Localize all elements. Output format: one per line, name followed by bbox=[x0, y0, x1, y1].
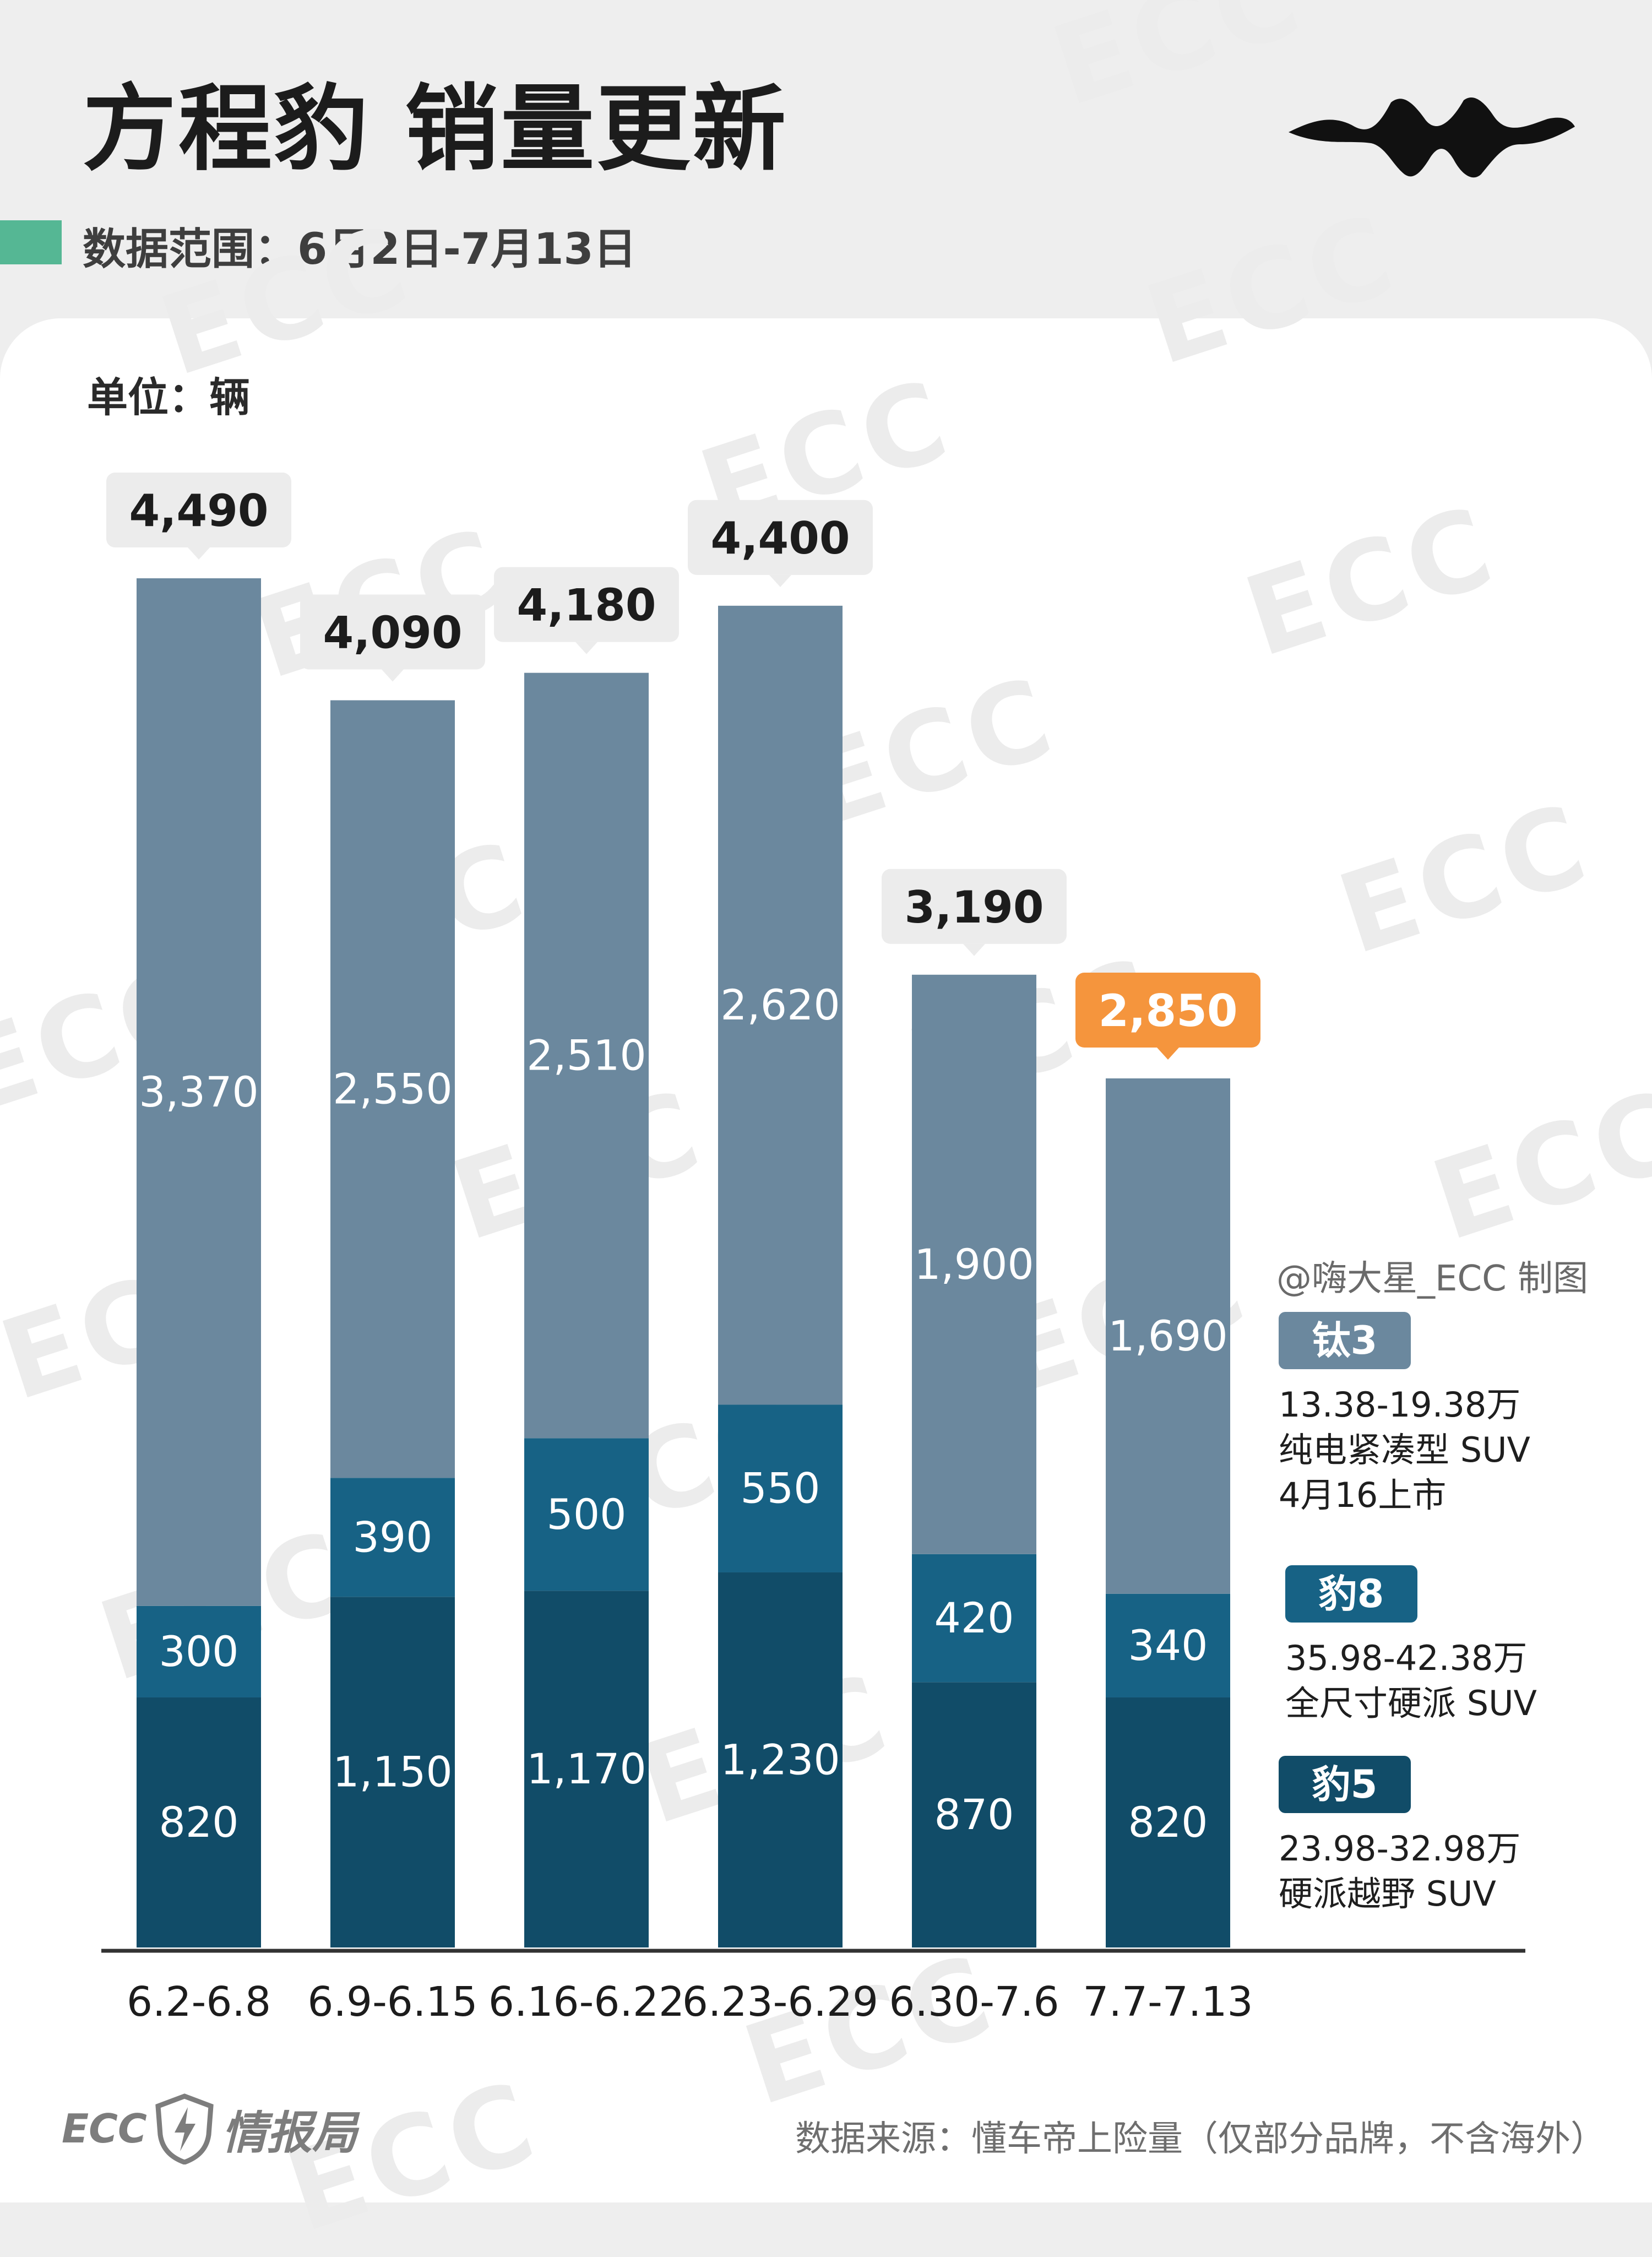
total-value-label: 3,190 bbox=[904, 882, 1044, 933]
legend-type-ti3: 纯电紧凑型 SUV bbox=[1279, 1430, 1530, 1470]
segment-value-label: 420 bbox=[934, 1593, 1014, 1642]
footer-logo-ecc: ECC bbox=[62, 2106, 147, 2152]
x-axis-tick-label: 6.9-6.15 bbox=[307, 1978, 477, 2026]
wave-logo-icon bbox=[1289, 97, 1575, 178]
bar-segment bbox=[1106, 1697, 1230, 1947]
bar-segment bbox=[912, 1682, 1036, 1947]
total-label-pointer bbox=[382, 669, 404, 682]
total-label-box bbox=[688, 500, 873, 575]
legend-swatch-ti3: 钛3 bbox=[1279, 1312, 1411, 1369]
bar-segment bbox=[1106, 1078, 1230, 1594]
legend-type-bao8: 全尺寸硬派 SUV bbox=[1285, 1683, 1537, 1723]
total-value-label: 4,180 bbox=[517, 580, 656, 631]
legend-price-bao5: 23.98-32.98万 bbox=[1279, 1829, 1521, 1869]
total-label-box bbox=[106, 473, 291, 547]
total-label-box bbox=[300, 594, 485, 670]
segment-value-label: 300 bbox=[159, 1627, 238, 1676]
page-subtitle: 数据范围：6月2日-7月13日 bbox=[83, 225, 637, 274]
total-label-pointer bbox=[575, 642, 597, 654]
segment-value-label: 820 bbox=[159, 1798, 238, 1847]
bar-segment bbox=[912, 974, 1036, 1554]
bar-segment bbox=[718, 605, 843, 1405]
x-axis-tick-label: 6.30-7.6 bbox=[889, 1978, 1059, 2026]
page-title: 方程豹 销量更新 bbox=[83, 75, 789, 184]
legend-swatch-bao8: 豹8 bbox=[1285, 1565, 1417, 1623]
total-value-label: 4,490 bbox=[129, 485, 268, 536]
data-source: 数据来源：懂车帝上险量（仅部分品牌，不含海外） bbox=[795, 2119, 1606, 2160]
segment-value-label: 2,510 bbox=[526, 1031, 646, 1080]
chart-credit: @嗨大星_ECC 制图 bbox=[1276, 1258, 1589, 1299]
segment-value-label: 1,900 bbox=[914, 1240, 1034, 1289]
segment-value-label: 340 bbox=[1128, 1621, 1208, 1670]
total-label-box bbox=[882, 869, 1067, 944]
segment-value-label: 1,170 bbox=[526, 1744, 646, 1793]
segment-value-label: 3,370 bbox=[139, 1067, 259, 1116]
total-label-pointer bbox=[963, 943, 985, 956]
x-axis-tick-label: 7.7-7.13 bbox=[1083, 1978, 1253, 2026]
bar-segment bbox=[718, 1572, 843, 1947]
footer-logo-name: 情报局 bbox=[221, 2107, 357, 2160]
bar-segment bbox=[524, 1591, 649, 1947]
bar-segment bbox=[718, 1404, 843, 1572]
legend-price-bao8: 35.98-42.38万 bbox=[1285, 1638, 1528, 1678]
accent-bar bbox=[0, 220, 62, 264]
bar-segment bbox=[912, 1554, 1036, 1683]
bar-segment bbox=[330, 700, 455, 1478]
unit-label: 单位：辆 bbox=[87, 374, 250, 421]
total-label-pointer bbox=[769, 574, 791, 587]
bar-segment bbox=[330, 1597, 455, 1947]
bar-segment bbox=[1106, 1593, 1230, 1697]
total-value-label: 4,400 bbox=[710, 513, 850, 564]
legend-type-bao5: 硬派越野 SUV bbox=[1279, 1874, 1496, 1914]
segment-value-label: 390 bbox=[352, 1512, 432, 1561]
bar-segment bbox=[524, 1438, 649, 1591]
legend-swatch-bao5: 豹5 bbox=[1279, 1756, 1411, 1813]
total-value-label: 2,850 bbox=[1098, 985, 1237, 1037]
segment-value-label: 1,230 bbox=[720, 1735, 840, 1784]
total-label-box bbox=[494, 567, 679, 642]
shield-lightning-icon bbox=[155, 2093, 214, 2164]
stacked-bar-chart: 820 300 3,370 4,490 6.2-6.8 1,150 390 2,550 4,09… bbox=[101, 473, 1525, 2026]
segment-value-label: 870 bbox=[934, 1790, 1014, 1839]
bar-segment bbox=[137, 1605, 261, 1697]
total-value-label: 4,090 bbox=[323, 607, 462, 658]
segment-value-label: 2,550 bbox=[333, 1064, 453, 1113]
segment-value-label: 1,150 bbox=[333, 1748, 453, 1797]
bar-segment bbox=[524, 672, 649, 1439]
total-label-box bbox=[1075, 973, 1260, 1048]
x-axis-tick-label: 6.16-6.22 bbox=[488, 1978, 684, 2026]
footer-logo: ECC 情报局 bbox=[62, 2093, 357, 2164]
segment-value-label: 550 bbox=[740, 1464, 820, 1513]
bar-segment bbox=[137, 1697, 261, 1947]
legend-launch-ti3: 4月16上市 bbox=[1279, 1475, 1447, 1515]
total-label-pointer bbox=[1157, 1048, 1179, 1060]
segment-value-label: 2,620 bbox=[720, 980, 840, 1029]
bar-segment bbox=[137, 578, 261, 1606]
legend-price-ti3: 13.38-19.38万 bbox=[1279, 1385, 1521, 1425]
bar-segment bbox=[330, 1478, 455, 1597]
x-axis-tick-label: 6.23-6.29 bbox=[682, 1978, 878, 2026]
segment-value-label: 820 bbox=[1128, 1798, 1208, 1847]
x-axis-tick-label: 6.2-6.8 bbox=[127, 1978, 271, 2026]
total-label-pointer bbox=[188, 547, 210, 560]
segment-value-label: 500 bbox=[546, 1490, 626, 1539]
segment-value-label: 1,690 bbox=[1108, 1311, 1228, 1360]
